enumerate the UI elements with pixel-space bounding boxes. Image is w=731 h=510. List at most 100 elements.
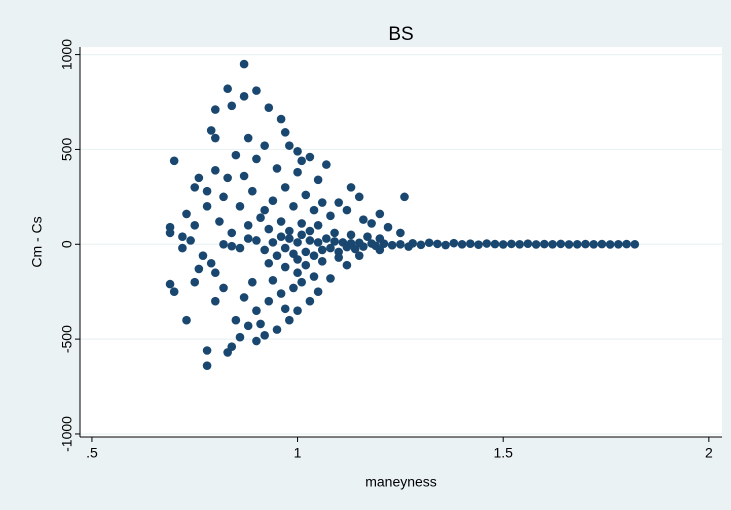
point <box>597 239 607 249</box>
point <box>268 276 278 285</box>
point <box>433 239 442 249</box>
point <box>465 239 475 249</box>
point <box>211 165 220 175</box>
point <box>531 240 541 249</box>
point <box>276 289 286 298</box>
point <box>264 296 274 306</box>
point <box>252 236 261 245</box>
point <box>227 101 237 111</box>
point <box>498 240 508 249</box>
point <box>243 321 253 331</box>
point <box>165 279 175 289</box>
point <box>202 186 212 196</box>
point <box>194 264 204 274</box>
point <box>276 114 286 124</box>
point <box>280 304 290 314</box>
point <box>363 232 372 241</box>
point <box>342 205 352 215</box>
point <box>383 222 393 232</box>
point <box>359 215 368 224</box>
point <box>507 239 516 249</box>
point <box>280 243 290 253</box>
point <box>548 239 557 249</box>
point <box>334 253 343 262</box>
y-tick-label: -1000 <box>59 416 75 452</box>
point <box>359 242 368 251</box>
point <box>293 167 302 177</box>
point <box>400 192 409 202</box>
point <box>215 217 224 226</box>
point <box>581 239 590 249</box>
point <box>396 239 405 249</box>
point <box>293 268 302 278</box>
point <box>276 232 286 241</box>
point <box>330 237 339 246</box>
x-tick-label: 2 <box>705 445 713 461</box>
point <box>198 251 208 260</box>
point <box>211 133 220 143</box>
point <box>301 190 311 200</box>
point <box>280 183 290 192</box>
point <box>252 154 261 164</box>
point <box>219 239 228 249</box>
point <box>330 228 339 238</box>
point <box>165 228 175 238</box>
point <box>211 268 220 278</box>
point <box>268 238 278 247</box>
point <box>301 260 311 270</box>
point <box>605 240 615 249</box>
point <box>272 325 282 334</box>
point <box>202 361 212 370</box>
point <box>235 332 245 342</box>
point <box>490 239 500 249</box>
point <box>252 306 261 315</box>
point <box>223 84 232 94</box>
point <box>515 239 524 249</box>
point <box>280 128 290 137</box>
point <box>482 239 492 248</box>
point <box>404 242 413 251</box>
point <box>239 171 249 181</box>
point <box>367 219 376 228</box>
point <box>305 152 315 162</box>
point <box>449 238 459 248</box>
point <box>272 251 282 260</box>
y-tick-label: 500 <box>59 138 75 162</box>
point <box>322 160 331 169</box>
point <box>379 239 389 249</box>
point <box>243 221 253 230</box>
point <box>309 205 319 215</box>
x-tick-label: 1 <box>294 445 302 461</box>
point <box>540 239 549 249</box>
point <box>297 230 306 240</box>
point <box>293 306 302 315</box>
point <box>313 175 323 185</box>
y-axis-label: Cm - Cs <box>29 216 45 267</box>
point <box>231 150 241 160</box>
point <box>297 156 306 166</box>
point <box>346 183 356 192</box>
point <box>202 202 212 211</box>
point <box>301 247 311 257</box>
point <box>305 296 315 306</box>
point <box>285 226 294 236</box>
point <box>182 315 191 325</box>
point <box>293 147 302 156</box>
point <box>354 192 364 202</box>
point <box>186 236 195 245</box>
point <box>309 272 319 281</box>
point <box>248 277 257 287</box>
point <box>276 217 286 226</box>
point <box>260 141 269 150</box>
point <box>264 103 274 113</box>
point <box>227 228 237 238</box>
point <box>375 209 385 219</box>
point <box>178 232 187 241</box>
chart-title: BS <box>388 24 413 45</box>
point <box>260 331 269 340</box>
point <box>457 239 467 249</box>
point <box>289 283 298 293</box>
point <box>622 239 631 249</box>
point <box>206 258 216 268</box>
point <box>202 346 212 355</box>
